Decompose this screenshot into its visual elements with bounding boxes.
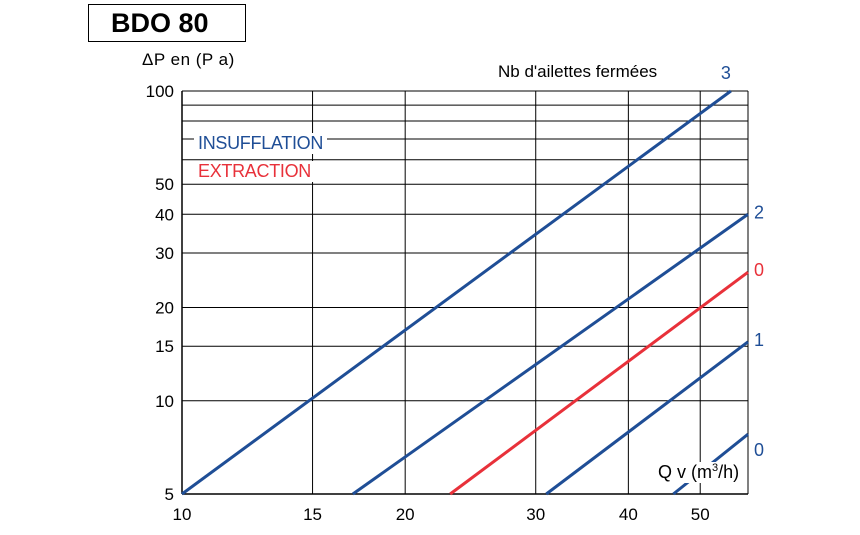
y-tick-label: 10 xyxy=(155,392,174,411)
series-label: 0 xyxy=(754,440,764,460)
x-tick-label: 30 xyxy=(526,505,545,524)
series-label: 3 xyxy=(721,63,731,83)
x-unit-suffix: /h) xyxy=(718,462,740,482)
y-tick-label: 50 xyxy=(155,175,174,194)
y-tick-label: 100 xyxy=(146,82,174,101)
series-line xyxy=(449,271,749,496)
x-tick-label: 50 xyxy=(691,505,710,524)
y-axis-label: ΔP en (P a) xyxy=(142,50,235,69)
series-label: 2 xyxy=(754,202,764,222)
x-tick-label: 40 xyxy=(619,505,638,524)
x-unit-exponent: 3 xyxy=(712,462,719,474)
y-tick-label: 40 xyxy=(155,205,174,224)
y-tick-label: 20 xyxy=(155,299,174,318)
grid xyxy=(181,90,749,495)
x-unit-prefix: Q v (m xyxy=(658,462,712,482)
series-line xyxy=(351,213,749,496)
y-tick-label: 15 xyxy=(155,337,174,356)
series-line xyxy=(545,340,749,496)
legend-insufflation: INSUFFLATION xyxy=(194,133,328,154)
chart-title: BDO 80 xyxy=(88,4,246,42)
series-lines xyxy=(181,89,749,496)
y-tick-label: 30 xyxy=(155,244,174,263)
x-tick-label: 20 xyxy=(396,505,415,524)
series-labels: 3 2 0 1 0 xyxy=(721,63,764,460)
series-label: 1 xyxy=(754,330,764,350)
x-tick-label: 10 xyxy=(173,505,192,524)
series-line xyxy=(181,89,732,496)
legend-extraction: EXTRACTION xyxy=(194,161,316,182)
y-tick-label: 5 xyxy=(165,485,174,504)
x-axis-unit-label: Q v (m3/h) xyxy=(656,462,742,483)
series-label: 0 xyxy=(754,260,764,280)
series-legend-header: Nb d'ailettes fermées xyxy=(498,62,658,81)
x-tick-label: 15 xyxy=(303,505,322,524)
